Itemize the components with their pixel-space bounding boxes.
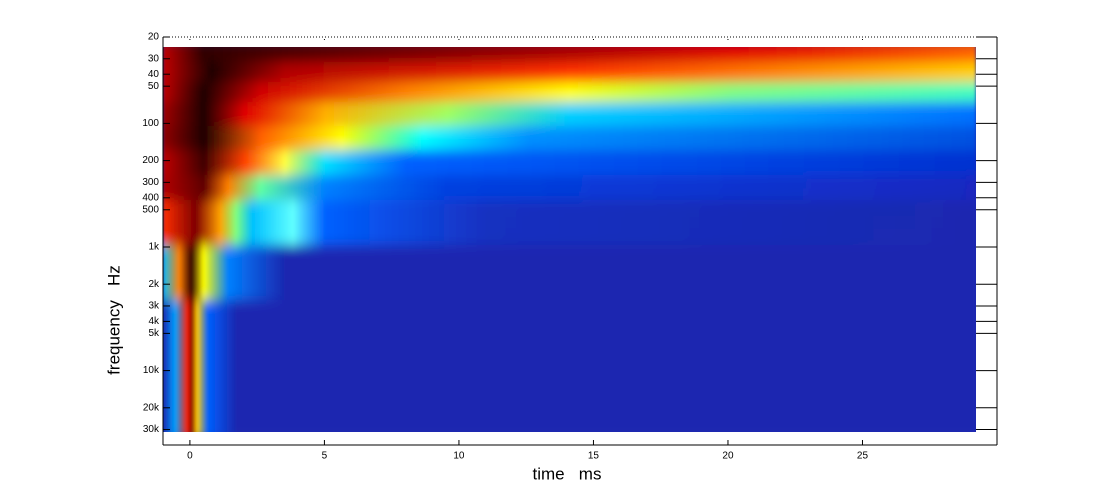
heatmap [163,47,976,432]
x-tick-label: 10 [453,451,465,462]
heatmap-band [163,102,976,126]
y-tick-label: 300 [142,177,159,188]
x-tick-label: 20 [722,451,734,462]
heatmap-band [163,47,976,62]
heatmap-band [163,200,976,245]
y-tick-label: 200 [142,155,159,166]
heatmap-band [163,126,976,150]
y-tick-label: 10k [143,365,160,376]
y-tick-label: 2k [148,279,160,290]
y-tick-label: 30 [148,53,160,64]
y-tick-label: 20 [148,32,160,43]
y-axis-title: frequency Hz [104,265,123,375]
x-tick-label: 5 [322,451,328,462]
y-tick-label: 3k [148,301,160,312]
y-tick-label: 20k [143,402,160,413]
x-tick-label: 15 [588,451,600,462]
y-tick-label: 50 [148,81,160,92]
x-tick-label: 25 [857,451,869,462]
y-tick-label: 400 [142,192,159,203]
x-tick-label: 0 [187,451,193,462]
y-tick-label: 100 [142,118,159,129]
heatmap-band [163,175,976,200]
heatmap-band [163,62,976,82]
heatmap-band [163,82,976,102]
y-tick-label: 30k [143,424,160,435]
heatmap-band [163,150,976,175]
y-tick-label: 500 [142,204,159,215]
heatmap-band [163,245,976,300]
y-tick-label: 40 [148,69,160,80]
heatmap-band [163,300,976,432]
y-tick-label: 1k [148,242,160,253]
heatmap-bands [163,47,976,432]
y-tick-label: 5k [148,328,160,339]
y-tick-label: 4k [148,316,160,327]
x-axis-title: time ms [533,464,602,483]
